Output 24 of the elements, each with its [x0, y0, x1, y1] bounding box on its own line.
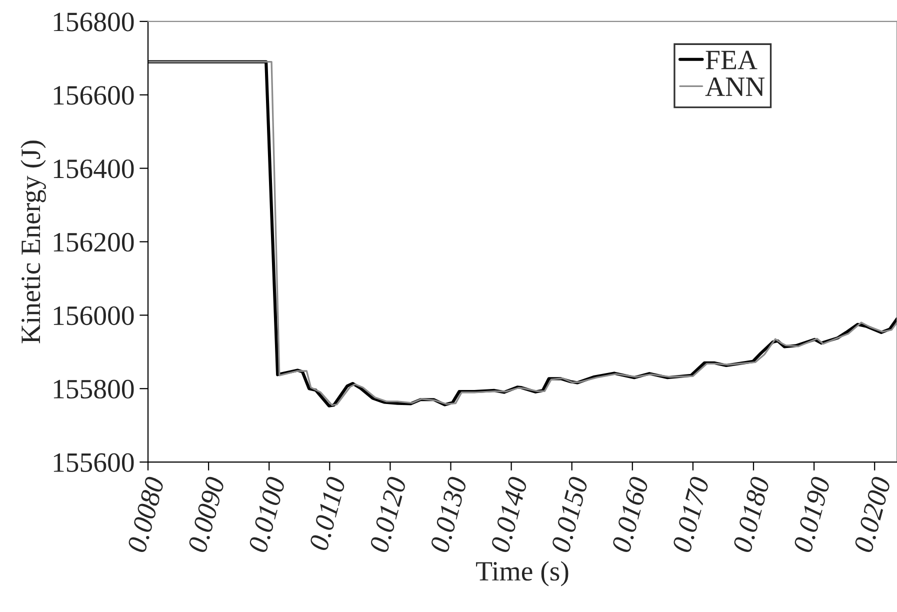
x-tick-label: 0.0140 — [490, 476, 528, 554]
y-axis-title: Kinetic Energy (J) — [20, 140, 46, 344]
y-tick-label: 155800 — [54, 380, 134, 399]
x-tick-label: 0.0190 — [793, 476, 831, 554]
x-tick-label: 0.0120 — [369, 476, 407, 554]
x-axis-title: Time (s) — [476, 561, 568, 586]
y-tick-label: 156200 — [54, 232, 134, 252]
x-tick-label: 0.0160 — [611, 476, 650, 554]
x-tick-label: 0.0090 — [188, 476, 226, 554]
y-tick-label: 155600 — [54, 453, 134, 472]
legend-label: FEA — [706, 50, 758, 70]
x-tick-label: 0.0080 — [127, 476, 165, 554]
y-tick-label: 156000 — [54, 306, 134, 326]
x-tick-label: 0.0170 — [672, 476, 710, 554]
y-tick-label: 156400 — [54, 159, 134, 178]
x-tick-label: 0.0100 — [248, 476, 286, 554]
y-tick-label: 156800 — [54, 12, 134, 32]
legend-label: ANN — [705, 78, 765, 96]
x-tick-label: 0.0180 — [732, 476, 770, 554]
x-tick-label: 0.0130 — [430, 476, 468, 554]
x-tick-label: 0.0150 — [550, 476, 588, 554]
x-tick-label: 0.0110 — [308, 476, 346, 552]
x-tick-label: 0.0200 — [854, 476, 892, 554]
y-tick-label: 156600 — [54, 86, 134, 105]
